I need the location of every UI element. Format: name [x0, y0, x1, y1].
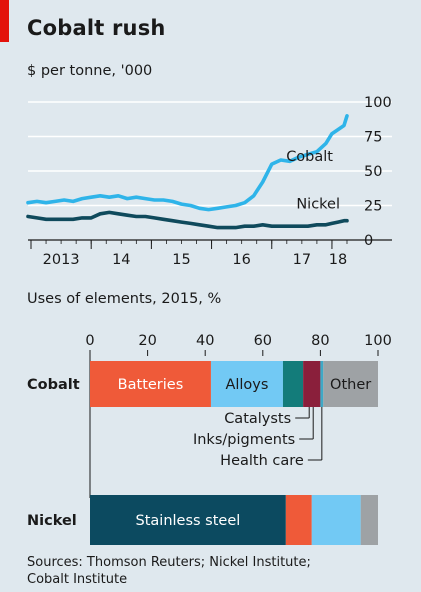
bar-segment-nickel: [285, 495, 312, 545]
sources-text: Sources: Thomson Reuters; Nickel Institu…: [27, 555, 311, 587]
category-label-cobalt: Cobalt: [27, 377, 80, 393]
bar-segment-cobalt: [90, 361, 211, 407]
sources-note: Sources: Thomson Reuters; Nickel Institu…: [27, 554, 407, 588]
bar-segment-cobalt: [210, 361, 283, 407]
x-tick-label: 2013: [43, 252, 80, 268]
x-tick-label: 17: [293, 252, 311, 268]
series-line-cobalt: [26, 114, 349, 212]
y-tick-label: 75: [364, 130, 382, 146]
segment-label: Batteries: [118, 377, 184, 393]
x-tick-label: 40: [196, 333, 214, 349]
x-tick-label: 15: [172, 252, 190, 268]
series-label-cobalt: Cobalt: [286, 149, 333, 165]
segment-label: Other: [330, 377, 371, 393]
bar-segment-nickel: [90, 495, 286, 545]
chart-title: Cobalt rush: [27, 16, 166, 40]
bar-segment-nickel: [311, 495, 361, 545]
stacked-bar-chart: 0 20 40 60 80 100 Cobalt Batteries Alloys Other Ni…: [27, 333, 392, 545]
segment-label: Stainless steel: [136, 513, 241, 529]
callout-label: Catalysts: [224, 411, 291, 427]
callout-label: Inks/pigments: [193, 432, 295, 448]
segment-label: Alloys: [225, 377, 268, 393]
y-tick-label: 50: [364, 164, 382, 180]
x-tick-label: 20: [138, 333, 156, 349]
series-label-nickel: Nickel: [296, 197, 340, 213]
y-tick-label: 100: [364, 95, 392, 111]
line-chart-unit-label: $ per tonne, '000: [27, 63, 153, 79]
bar-segment-nickel: [360, 495, 378, 545]
bar-segment-cobalt: [303, 361, 321, 407]
bar-chart-title: Uses of elements, 2015, %: [27, 291, 222, 307]
bar-segment-cobalt: [282, 361, 304, 407]
x-tick-label: 0: [85, 333, 94, 349]
category-label-nickel: Nickel: [27, 513, 77, 529]
series-line-nickel: [26, 210, 349, 230]
x-tick-label: 100: [364, 333, 392, 349]
x-tick-label: 14: [112, 252, 130, 268]
x-tick-label: 60: [254, 333, 272, 349]
x-tick-label: 16: [232, 252, 250, 268]
y-tick-label: 0: [364, 233, 373, 249]
callout-label: Health care: [220, 453, 304, 469]
y-tick-label: 25: [364, 199, 382, 215]
bar-segment-cobalt: [323, 361, 378, 407]
x-tick-label: 18: [329, 252, 347, 268]
line-chart: 0 25 50 75 100 2013 14 15 16 17 18 Cobalt Nickel: [26, 95, 392, 268]
accent-red-tag: [0, 0, 9, 42]
x-tick-label: 80: [311, 333, 329, 349]
bar-segment-cobalt: [320, 361, 324, 407]
